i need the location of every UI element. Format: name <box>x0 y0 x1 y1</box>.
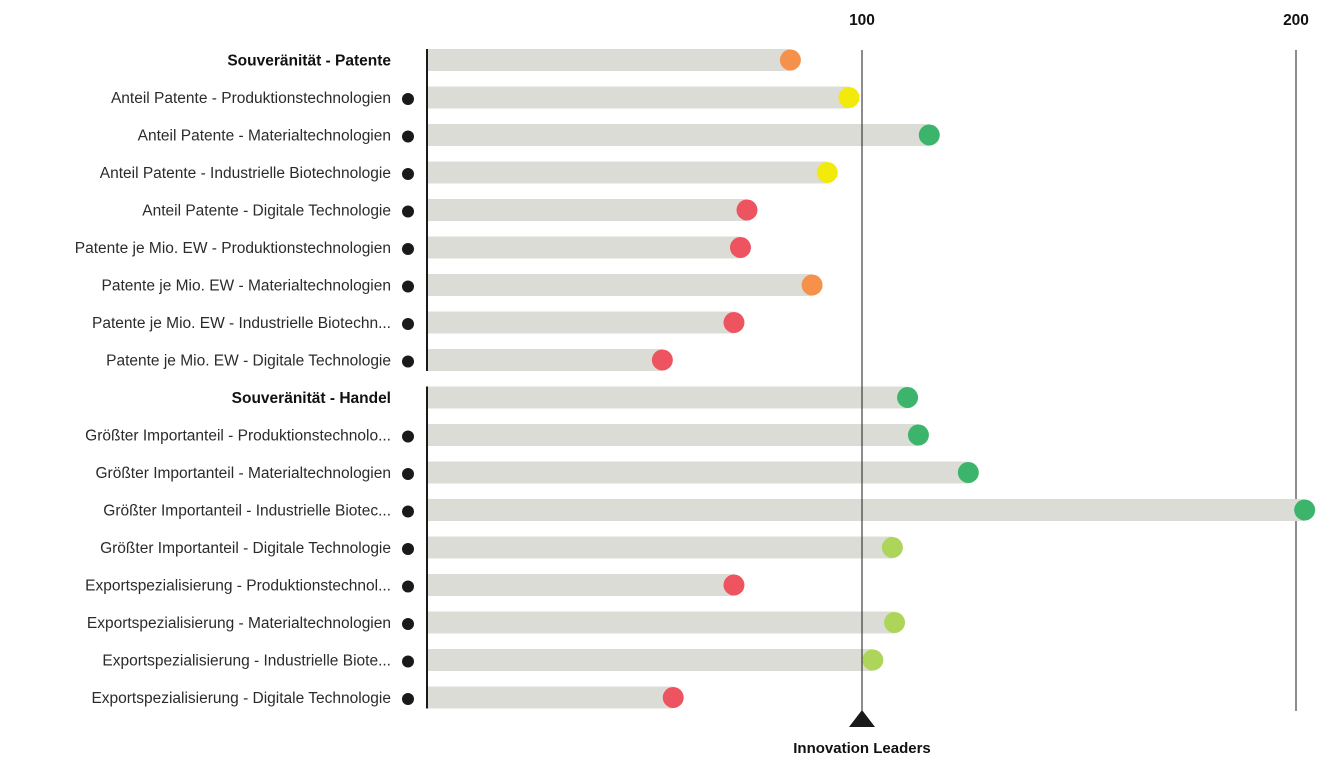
row-label: Exportspezialisierung - Digitale Technol… <box>91 690 391 707</box>
row-bullet-icon <box>402 580 414 593</box>
row-label: Größter Importanteil - Industrielle Biot… <box>103 503 391 520</box>
x-tick-label-100: 100 <box>849 12 875 29</box>
value-dot <box>723 574 745 596</box>
row-bullet-icon <box>402 430 414 443</box>
value-dot <box>736 199 758 221</box>
value-dot <box>918 124 940 146</box>
value-dot <box>1294 499 1316 521</box>
row-label: Anteil Patente - Industrielle Biotechnol… <box>100 165 391 182</box>
value-dot <box>801 274 823 296</box>
value-dot <box>881 537 903 558</box>
grid-layer: 100 200 <box>426 12 1309 711</box>
row-label: Größter Importanteil - Digitale Technolo… <box>100 540 391 557</box>
row-label-layer: Souveränität - Patente Anteil Patente - P… <box>75 53 414 707</box>
row-label: Größter Importanteil - Materialtechnolog… <box>96 465 392 482</box>
bar-track <box>428 124 930 146</box>
bar-track <box>428 574 734 596</box>
value-dot <box>723 312 745 333</box>
bar-track <box>428 349 663 371</box>
value-dot <box>838 87 860 108</box>
row-label: Patente je Mio. EW - Industrielle Biotec… <box>92 315 391 332</box>
row-bullet-icon <box>402 543 414 555</box>
value-dot <box>816 162 838 183</box>
x-tick-label-200: 200 <box>1283 12 1309 29</box>
group-bar-track <box>428 386 908 409</box>
group-value-dot <box>897 387 919 408</box>
bar-track <box>428 424 919 446</box>
row-label: Anteil Patente - Digitale Technologie <box>142 203 391 220</box>
reference-layer: Innovation Leaders <box>793 50 931 757</box>
bar-track <box>428 611 895 634</box>
row-label: Anteil Patente - Materialtechnologien <box>138 128 391 145</box>
bar-track <box>428 311 734 334</box>
group-bar-track <box>428 49 791 71</box>
group-label: Souveränität - Patente <box>227 53 391 70</box>
row-label: Patente je Mio. EW - Digitale Technologi… <box>106 353 391 370</box>
row-label: Patente je Mio. EW - Produktionstechnolo… <box>75 240 391 257</box>
group-value-dot <box>779 49 801 71</box>
row-bullet-icon <box>402 505 414 518</box>
reference-label: Innovation Leaders <box>793 740 931 757</box>
row-bullet-icon <box>402 318 414 330</box>
bar-track <box>428 236 741 259</box>
row-bullet-icon <box>402 93 414 105</box>
row-bullet-icon <box>402 693 414 705</box>
value-dot <box>862 649 884 671</box>
value-dot <box>651 349 673 371</box>
value-dot <box>957 462 979 483</box>
value-dot <box>729 237 751 258</box>
bar-track <box>428 536 893 559</box>
group-label: Souveränität - Handel <box>232 390 391 407</box>
row-bullet-icon <box>402 468 414 480</box>
bar-track <box>428 686 674 709</box>
bar-track <box>428 199 747 221</box>
row-bullet-icon <box>402 618 414 630</box>
row-bullet-icon <box>402 168 414 180</box>
reference-triangle-icon <box>849 710 875 727</box>
row-bullet-icon <box>402 280 414 293</box>
bar-track <box>428 86 849 109</box>
row-label: Größter Importanteil - Produktionstechno… <box>85 428 391 445</box>
value-dot-layer <box>651 49 1316 708</box>
row-bullet-icon <box>402 655 414 668</box>
bar-track <box>428 649 873 671</box>
row-label: Patente je Mio. EW - Materialtechnologie… <box>102 278 391 295</box>
value-dot <box>907 424 929 446</box>
bar-track <box>428 499 1305 521</box>
row-bullet-icon <box>402 243 414 255</box>
bar-track-layer <box>428 49 1305 709</box>
row-label: Exportspezialisierung - Industrielle Bio… <box>102 653 391 670</box>
row-label: Exportspezialisierung - Materialtechnolo… <box>87 615 391 632</box>
value-dot <box>662 687 684 708</box>
value-dot <box>884 612 906 633</box>
row-label: Exportspezialisierung - Produktionstechn… <box>85 578 391 595</box>
row-bullet-icon <box>402 130 414 143</box>
bar-track <box>428 274 813 296</box>
row-label: Anteil Patente - Produktionstechnologien <box>111 90 391 107</box>
row-bullet-icon <box>402 355 414 368</box>
bar-track <box>428 461 969 484</box>
bar-track <box>428 161 828 184</box>
row-bullet-icon <box>402 205 414 218</box>
